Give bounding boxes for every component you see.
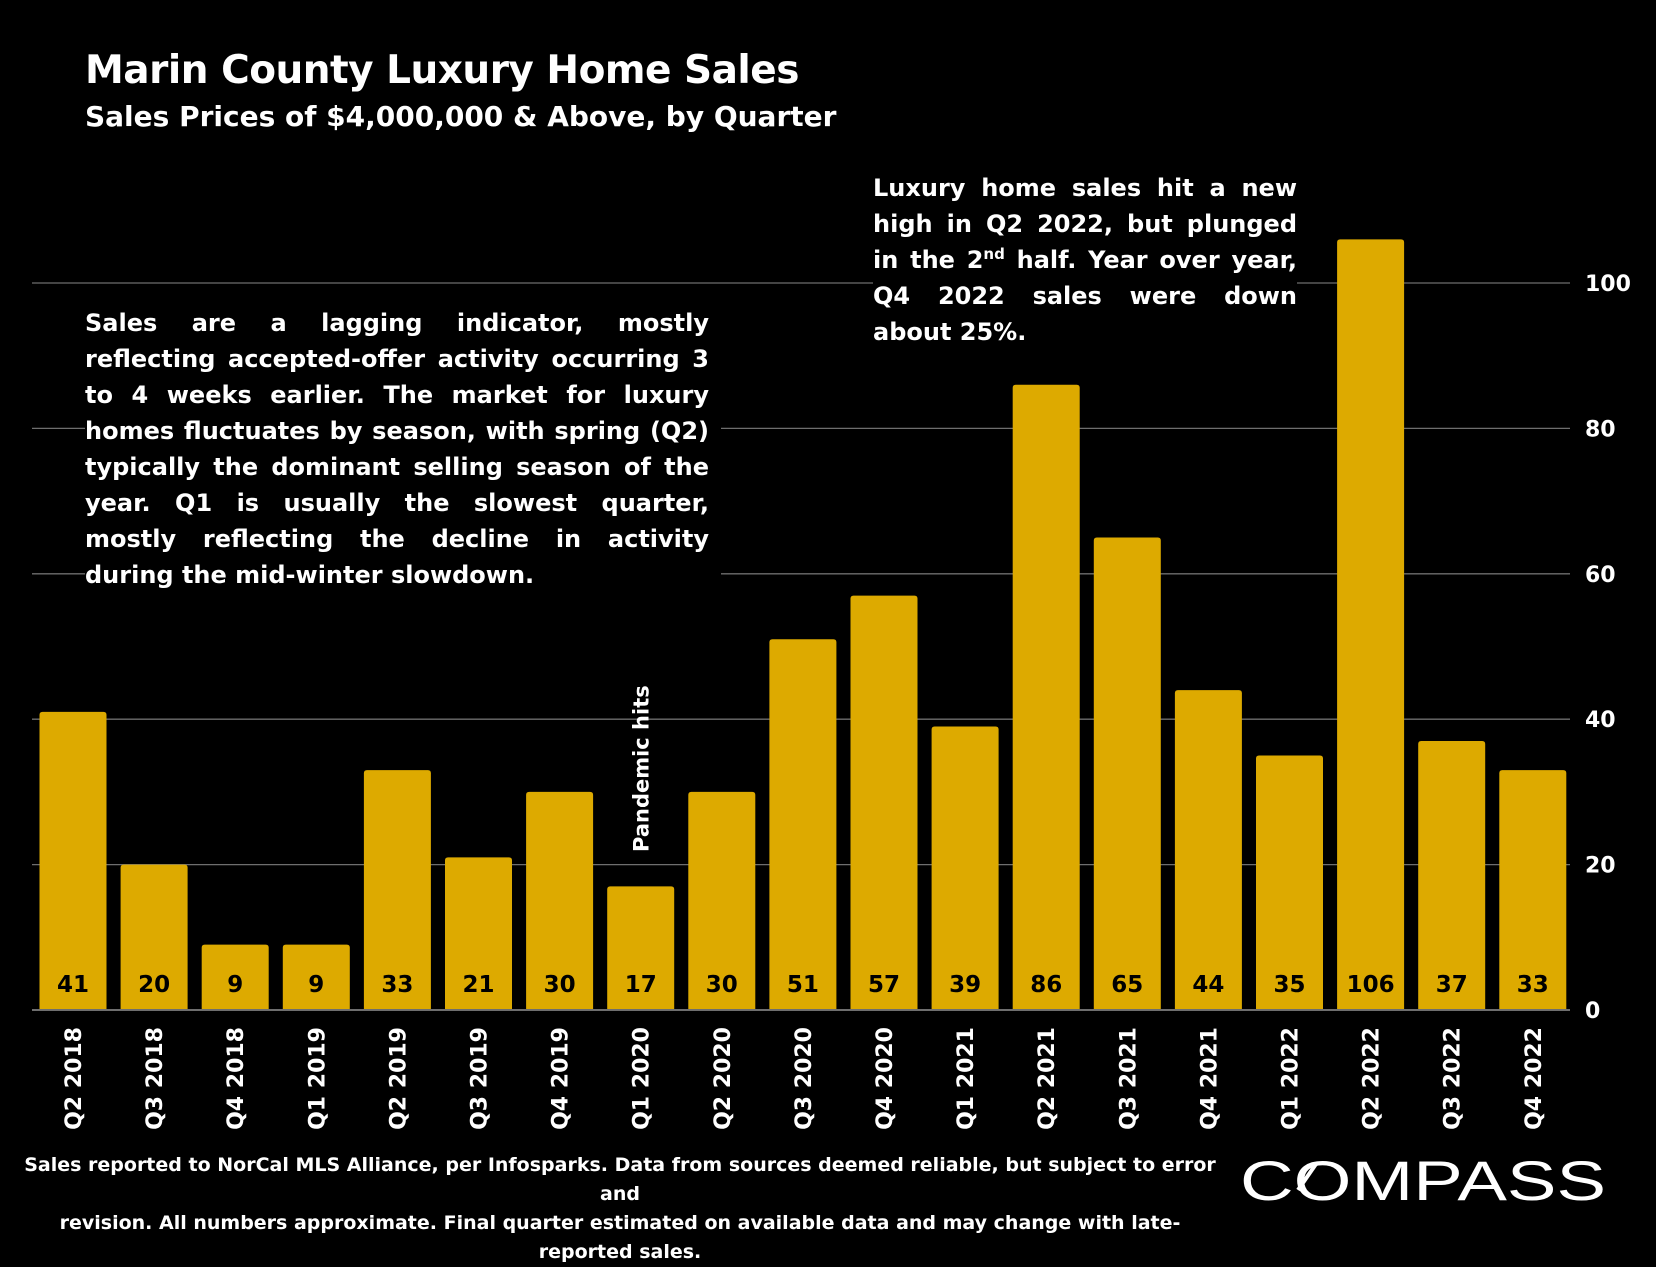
bar: [769, 639, 837, 1010]
bar-value-label: 17: [625, 972, 657, 998]
x-tick-label: Q1 2020: [630, 1027, 655, 1130]
chart-title: Marin County Luxury Home Sales: [85, 48, 799, 93]
annotation-new-high: Luxury home sales hit a new high in Q2 2…: [873, 170, 1297, 354]
x-tick-label: Q1 2021: [954, 1027, 979, 1130]
annotation-new-high-text-end: half. Year over year, Q4 2022 sales were…: [873, 246, 1298, 346]
x-tick-label: Q2 2020: [711, 1027, 736, 1130]
bar: [1499, 770, 1567, 1010]
annotation-lagging-indicator: Sales are a lagging indicator, mostly re…: [85, 305, 721, 597]
x-tick-label: Q3 2020: [792, 1027, 817, 1130]
bar: [39, 711, 107, 1010]
x-tick-label: Q3 2022: [1441, 1027, 1466, 1130]
bar: [120, 864, 188, 1010]
bar: [1093, 537, 1161, 1010]
y-tick-label: 0: [1585, 999, 1600, 1024]
bar-value-label: 21: [462, 972, 494, 998]
bar-value-label: 30: [706, 972, 738, 998]
x-tick-label: Q2 2018: [62, 1027, 87, 1130]
bar: [282, 944, 350, 1010]
compass-logo-slash: [1296, 1162, 1318, 1192]
bar-value-label: 106: [1347, 972, 1395, 998]
bar: [1012, 384, 1080, 1010]
bar: [363, 770, 431, 1010]
chart-slide: 0 20 40 60 80 100 41 Q2 2018 20 Q3 2018 9 Q4 2018 9 Q…: [24, 48, 1631, 1263]
bar: [1174, 690, 1242, 1010]
bar-value-label: 41: [57, 972, 89, 998]
x-tick-label: Q2 2019: [386, 1027, 411, 1130]
x-tick-label: Q1 2022: [1279, 1027, 1304, 1130]
x-tick-label: Q4 2018: [224, 1027, 249, 1130]
bar: [1418, 741, 1486, 1010]
x-tick-label: Q3 2019: [468, 1027, 493, 1130]
bar-value-label: 51: [787, 972, 819, 998]
bar: [201, 944, 269, 1010]
y-tick-label: 80: [1585, 417, 1616, 442]
y-tick-label: 20: [1585, 854, 1616, 879]
bar-value-label: 44: [1192, 972, 1224, 998]
y-tick-label: 60: [1585, 563, 1616, 588]
bar-value-label: 9: [227, 972, 243, 998]
source-line-1: Sales reported to NorCal MLS Alliance, p…: [24, 1154, 1216, 1205]
bar: [850, 595, 918, 1010]
annotation-ordinal-suffix: nd: [983, 245, 1005, 263]
x-tick-label: Q2 2021: [1035, 1027, 1060, 1130]
bar-value-label: 39: [949, 972, 981, 998]
bar-value-label: 9: [308, 972, 324, 998]
bar-value-label: 30: [544, 972, 576, 998]
bar: [1337, 239, 1405, 1010]
bar-value-label: 57: [868, 972, 900, 998]
bar: [931, 726, 999, 1010]
annotation-pandemic-hits: Pandemic hits: [630, 685, 654, 852]
bar-value-label: 33: [381, 972, 413, 998]
x-tick-label: Q1 2019: [305, 1027, 330, 1130]
annotation-new-high-text: Luxury home sales hit a new high in Q2 2…: [873, 174, 1297, 274]
bar-value-label: 86: [1030, 972, 1062, 998]
x-tick-label: Q4 2021: [1197, 1027, 1222, 1130]
bar: [526, 791, 594, 1010]
bar: [688, 791, 756, 1010]
bar: [445, 857, 512, 1010]
x-tick-label: Q4 2019: [549, 1027, 574, 1130]
bar: [607, 886, 675, 1010]
y-tick-label: 100: [1585, 272, 1631, 297]
compass-logo-text: COMPASS: [1240, 1149, 1606, 1210]
x-tick-label: Q4 2022: [1522, 1027, 1547, 1130]
x-tick-label: Q4 2020: [873, 1027, 898, 1130]
x-tick-label: Q2 2022: [1360, 1027, 1385, 1130]
y-tick-label: 40: [1585, 708, 1616, 733]
x-tick-label: Q3 2021: [1116, 1027, 1141, 1130]
bar-value-label: 35: [1273, 972, 1305, 998]
source-line-2: revision. All numbers approximate. Final…: [59, 1212, 1181, 1263]
source-footnote: Sales reported to NorCal MLS Alliance, p…: [20, 1151, 1220, 1267]
x-tick-label: Q3 2018: [143, 1027, 168, 1130]
bar: [1256, 755, 1323, 1010]
bar-value-label: 37: [1436, 972, 1468, 998]
chart-subtitle: Sales Prices of $4,000,000 & Above, by Q…: [85, 100, 837, 133]
bar-value-label: 65: [1111, 972, 1143, 998]
bar-value-label: 20: [138, 972, 170, 998]
bar-chart: 0 20 40 60 80 100 41 Q2 2018 20 Q3 2018 9 Q4 2018 9 Q…: [32, 239, 1631, 1130]
bar-value-label: 33: [1517, 972, 1549, 998]
compass-logo: COMPASS: [1240, 1149, 1606, 1210]
